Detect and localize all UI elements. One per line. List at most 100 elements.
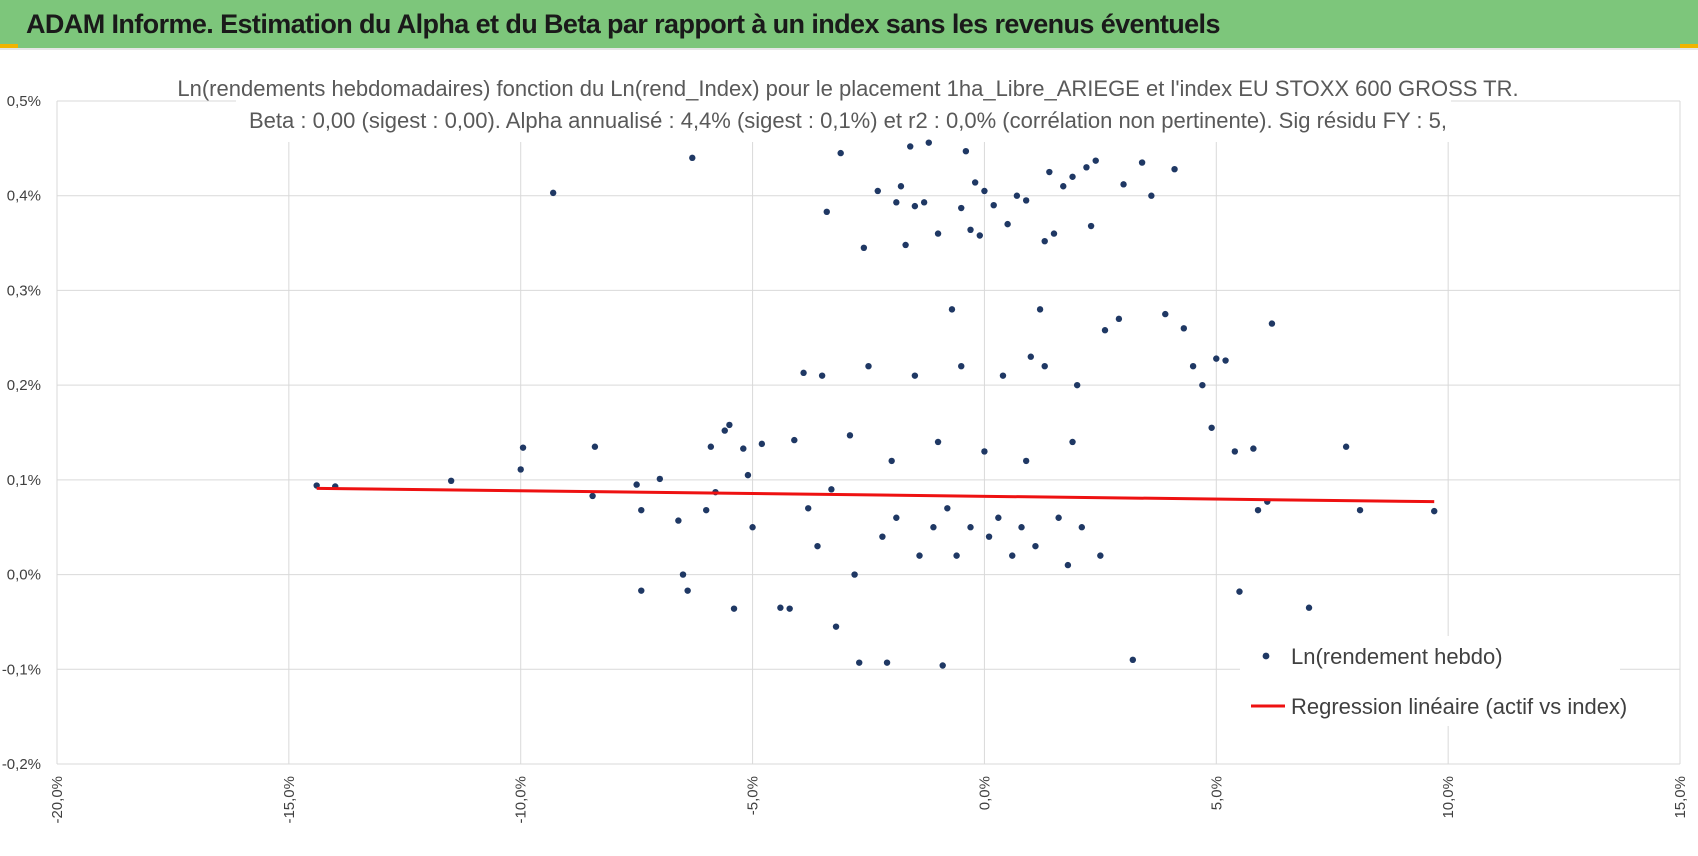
data-point [879,533,886,540]
data-point [1208,424,1215,431]
data-point [971,179,979,186]
x-tick-label: -10,0% [513,776,530,824]
data-point [1064,561,1072,569]
data-point [549,189,557,197]
data-point [934,438,942,446]
data-point [907,143,914,150]
y-tick-label: 0,5% [7,93,41,110]
data-point [730,605,738,612]
data-point [1073,381,1081,389]
data-point [1050,230,1058,237]
data-point [519,444,527,451]
y-tick-label: -0,1% [2,661,41,678]
data-point [1018,524,1025,531]
data-point [721,427,728,434]
data-point [1060,183,1067,190]
report-banner: ADAM Informe. Estimation du Alpha et du … [0,0,1698,48]
legend-background [1240,636,1620,726]
data-point [1004,220,1011,228]
regression-line [316,486,1435,504]
data-point [1032,542,1039,550]
data-point [883,659,891,666]
data-point [874,187,881,195]
data-point [777,604,784,611]
data-point [1162,310,1169,318]
data-point [939,662,946,669]
data-point [1138,159,1146,166]
chart-subtitle: Beta : 0,00 (sigest : 0,00). Alpha annua… [249,108,1447,133]
data-point [976,232,983,239]
data-point [958,363,965,370]
data-point [1055,514,1062,521]
data-point [589,492,596,500]
data-point [948,306,956,313]
x-tick-label: 15,0% [1672,776,1689,819]
data-point [814,542,821,550]
title-layer: Ln(rendements hebdomadaires) fonction du… [177,70,1519,142]
data-point [1078,524,1086,531]
data-point [1180,325,1188,332]
data-point [1022,457,1030,465]
data-point [1250,445,1257,452]
data-point [1356,506,1364,514]
data-point [1129,656,1137,664]
data-point [818,372,826,379]
data-point [633,481,640,488]
data-point [1041,363,1048,370]
data-point [1092,157,1099,164]
data-point [837,149,844,157]
data-point [1148,192,1155,199]
data-point [1036,306,1044,313]
data-point [744,471,752,479]
data-point [911,372,919,379]
data-point [1189,363,1197,370]
data-point [934,230,942,237]
data-point [1069,438,1076,446]
data-point [846,432,854,439]
x-tick-label: -5,0% [745,776,762,815]
data-point [707,443,715,450]
data-point [958,204,965,212]
legend: Ln(rendement hebdo) Regression linéaire … [1240,636,1627,726]
data-point [656,475,664,483]
legend-line-label: Regression linéaire (actif vs index) [1291,694,1627,719]
data-point [995,514,1002,521]
data-point [1199,381,1206,389]
x-tick-label: 0,0% [976,776,993,810]
y-tick-label: 0,2% [7,377,41,394]
data-point [967,524,974,531]
y-tick-label: 0,1% [7,472,41,489]
data-point [1171,165,1178,173]
data-point [1431,507,1438,515]
data-point [953,552,960,559]
scatter-points [313,139,1438,669]
data-point [911,202,919,210]
data-point [925,139,932,146]
data-point [1120,181,1127,188]
data-point [805,505,812,512]
data-point [1027,353,1035,360]
legend-scatter-marker [1262,652,1270,660]
y-tick-label: -0,2% [2,756,41,773]
data-point [860,244,868,252]
data-point [916,552,923,559]
data-point [981,187,988,195]
data-point [920,199,928,206]
data-point [703,506,710,514]
data-point [1342,443,1350,450]
data-point [638,587,645,594]
data-point [689,154,696,162]
data-point [1097,552,1104,559]
data-point [999,372,1007,379]
data-point [1236,588,1243,595]
data-point [990,201,997,209]
data-point [1041,237,1048,245]
data-point [930,524,937,531]
data-point [447,477,455,485]
x-tick-label: -20,0% [49,776,66,824]
data-point [679,571,687,578]
data-point [888,457,895,465]
corner-accent-top-left [0,44,18,50]
data-point [1222,357,1229,364]
data-point [749,524,756,531]
